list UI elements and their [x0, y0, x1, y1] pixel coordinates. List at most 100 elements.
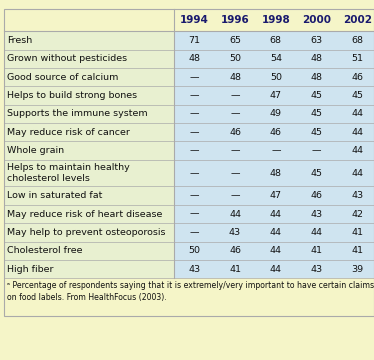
Text: 44: 44: [270, 228, 282, 237]
Text: 45: 45: [310, 91, 323, 100]
Text: 48: 48: [229, 73, 241, 82]
Bar: [174, 31, 374, 50]
Text: 43: 43: [310, 265, 323, 274]
Text: 48: 48: [310, 54, 323, 63]
Text: —: —: [190, 146, 199, 155]
Text: Helps to build strong bones: Helps to build strong bones: [7, 91, 137, 100]
Text: May help to prevent osteoporosis: May help to prevent osteoporosis: [7, 228, 165, 237]
Text: —: —: [230, 109, 240, 118]
Text: —: —: [230, 191, 240, 200]
Text: 50: 50: [229, 54, 241, 63]
Text: Low in saturated fat: Low in saturated fat: [7, 191, 102, 200]
Text: —: —: [190, 109, 199, 118]
Bar: [174, 160, 374, 186]
Text: 46: 46: [351, 73, 364, 82]
Bar: [174, 242, 374, 260]
Bar: [174, 260, 374, 278]
Bar: [4, 242, 174, 260]
Text: 1998: 1998: [261, 15, 290, 25]
Text: 43: 43: [310, 210, 323, 219]
Text: 50: 50: [188, 246, 200, 255]
Bar: [4, 68, 174, 86]
Text: Helps to maintain healthy
cholesterol levels: Helps to maintain healthy cholesterol le…: [7, 163, 129, 183]
Bar: [4, 31, 174, 50]
Text: 48: 48: [188, 54, 200, 63]
Text: —: —: [190, 128, 199, 137]
Bar: [4, 260, 174, 278]
Text: —: —: [230, 91, 240, 100]
Text: 45: 45: [310, 128, 323, 137]
Bar: [174, 141, 374, 160]
Text: —: —: [190, 228, 199, 237]
Text: —: —: [230, 169, 240, 178]
Text: 48: 48: [270, 169, 282, 178]
Text: 49: 49: [270, 109, 282, 118]
Text: 41: 41: [351, 228, 364, 237]
Bar: [4, 160, 174, 186]
Text: Cholesterol free: Cholesterol free: [7, 246, 82, 255]
Text: —: —: [271, 146, 280, 155]
Text: 65: 65: [229, 36, 241, 45]
Text: 44: 44: [270, 210, 282, 219]
Text: May reduce risk of heart disease: May reduce risk of heart disease: [7, 210, 162, 219]
Text: 48: 48: [310, 73, 323, 82]
Text: 46: 46: [229, 246, 241, 255]
Text: ᵃ Percentage of respondents saying that it is extremely/very important to have c: ᵃ Percentage of respondents saying that …: [7, 281, 374, 302]
Bar: [174, 223, 374, 242]
Text: 44: 44: [351, 128, 364, 137]
Bar: [4, 105, 174, 123]
Text: 51: 51: [351, 54, 364, 63]
Bar: [174, 105, 374, 123]
Text: 46: 46: [270, 128, 282, 137]
Text: 44: 44: [351, 169, 364, 178]
Text: High fiber: High fiber: [7, 265, 53, 274]
Text: 68: 68: [270, 36, 282, 45]
Text: 2002: 2002: [343, 15, 372, 25]
Bar: [4, 205, 174, 223]
Bar: [4, 186, 174, 205]
Text: Good source of calcium: Good source of calcium: [7, 73, 118, 82]
Text: —: —: [312, 146, 321, 155]
Text: Grown without pesticides: Grown without pesticides: [7, 54, 127, 63]
Bar: [4, 223, 174, 242]
Text: 71: 71: [188, 36, 200, 45]
Text: Whole grain: Whole grain: [7, 146, 64, 155]
Text: 1994: 1994: [180, 15, 209, 25]
Text: 44: 44: [229, 210, 241, 219]
Text: 41: 41: [310, 246, 323, 255]
Text: 44: 44: [270, 265, 282, 274]
Text: 43: 43: [351, 191, 364, 200]
Text: 42: 42: [351, 210, 364, 219]
Text: 39: 39: [351, 265, 364, 274]
Text: —: —: [190, 169, 199, 178]
Text: 43: 43: [188, 265, 200, 274]
Bar: [174, 50, 374, 68]
Text: 44: 44: [270, 246, 282, 255]
Bar: [174, 123, 374, 141]
Text: —: —: [190, 91, 199, 100]
Text: 45: 45: [310, 169, 323, 178]
Text: 2000: 2000: [302, 15, 331, 25]
Bar: [4, 123, 174, 141]
Text: —: —: [190, 73, 199, 82]
Text: 54: 54: [270, 54, 282, 63]
Bar: [4, 86, 174, 105]
Text: 45: 45: [351, 91, 364, 100]
Text: May reduce risk of cancer: May reduce risk of cancer: [7, 128, 130, 137]
Text: 1996: 1996: [221, 15, 249, 25]
Bar: [174, 205, 374, 223]
Bar: [174, 68, 374, 86]
Text: —: —: [230, 146, 240, 155]
Text: 68: 68: [351, 36, 364, 45]
Text: 50: 50: [270, 73, 282, 82]
Text: —: —: [190, 191, 199, 200]
Text: 44: 44: [351, 146, 364, 155]
Text: 41: 41: [351, 246, 364, 255]
Bar: [174, 186, 374, 205]
Text: 41: 41: [229, 265, 241, 274]
Text: 44: 44: [310, 228, 323, 237]
Text: Fresh: Fresh: [7, 36, 32, 45]
Text: 46: 46: [310, 191, 323, 200]
Text: 63: 63: [310, 36, 323, 45]
Text: 43: 43: [229, 228, 241, 237]
